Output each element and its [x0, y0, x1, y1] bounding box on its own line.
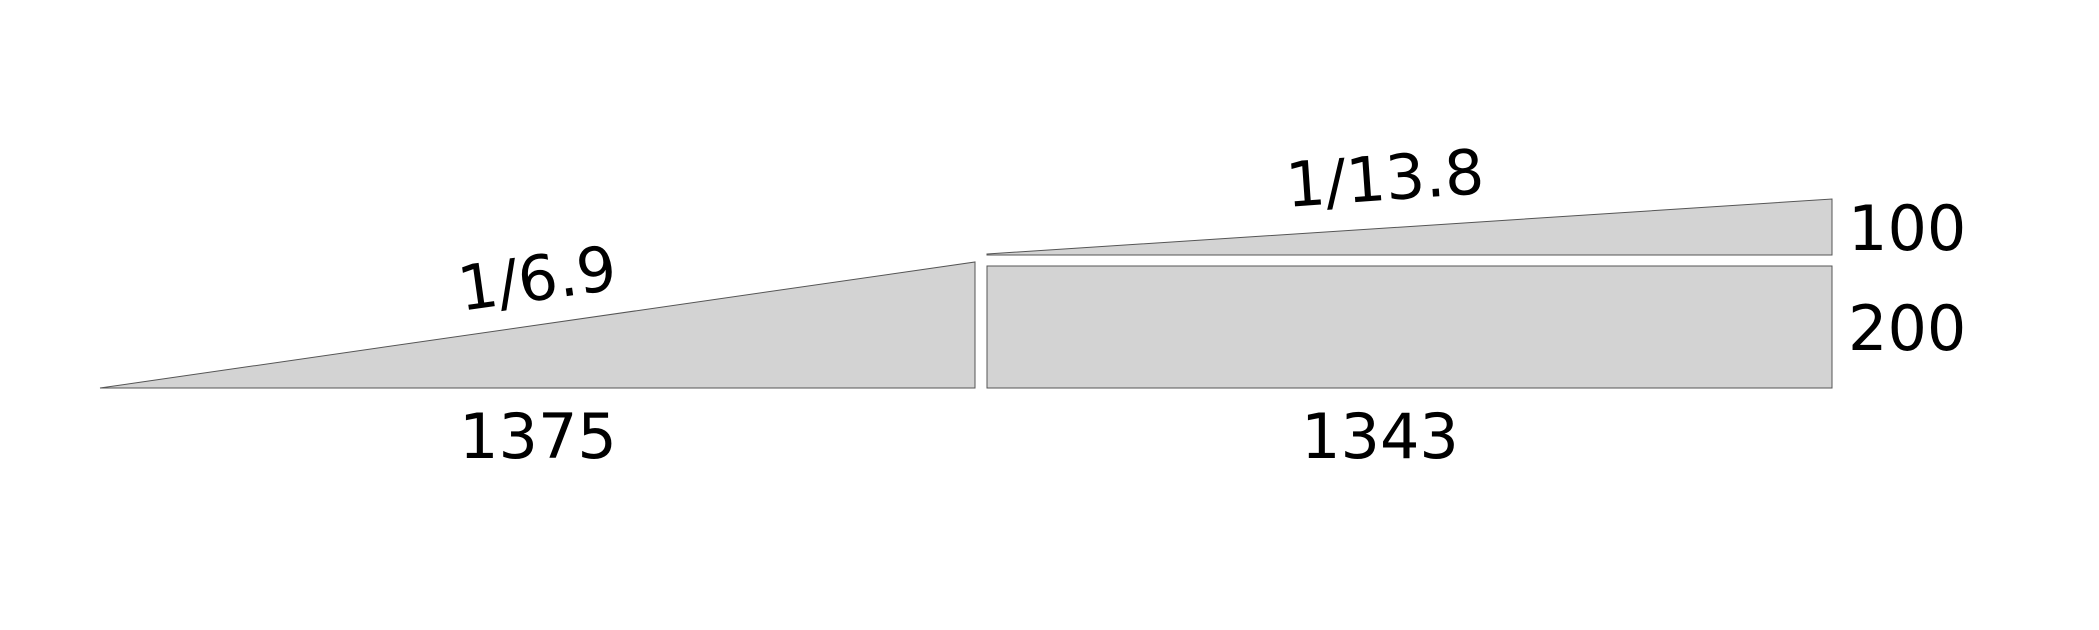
top-height-label: 100 [1848, 192, 1966, 265]
left-length-label: 1375 [459, 400, 617, 473]
right-slope-label: 1/13.8 [1283, 135, 1486, 222]
left-slope-label: 1/6.9 [453, 231, 621, 325]
right-base-block [986, 265, 1833, 389]
base-height-label: 200 [1848, 292, 1966, 365]
right-top-wedge [986, 198, 1833, 256]
left-ramp-wedge [99, 261, 976, 389]
right-length-label: 1343 [1301, 400, 1459, 473]
